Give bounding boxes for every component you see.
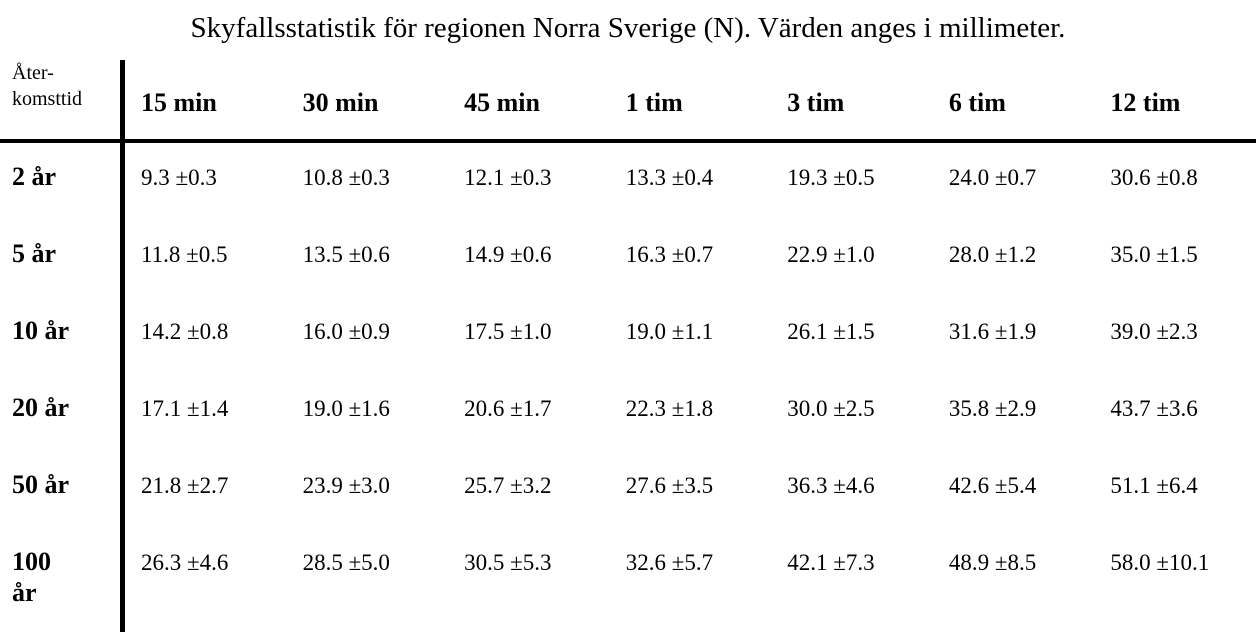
row-label-10ar: 10 år <box>0 297 125 374</box>
data-cell: 31.6 ±1.9 <box>948 319 1037 344</box>
data-cell: 39.0 ±2.3 <box>1110 319 1198 344</box>
data-cell: 13.3 ±0.4 <box>625 165 714 190</box>
data-cell: 28.0 ±1.2 <box>948 242 1037 267</box>
row-label-text: 20 år <box>12 393 70 422</box>
data-cell: 25.7 ±3.2 <box>464 473 552 498</box>
data-cell: 30.5 ±5.3 <box>464 550 552 575</box>
data-cell: 32.6 ±5.7 <box>625 550 714 575</box>
corner-header-line1: Åter- <box>12 62 54 84</box>
data-cell: 30.0 ±2.5 <box>787 396 875 421</box>
data-cell: 12.1 ±0.3 <box>464 165 552 190</box>
statistics-table: Åter- komsttid 15 min 30 min 45 min 1 ti… <box>0 58 1256 607</box>
data-cell: 36.3 ±4.6 <box>787 473 875 498</box>
data-cell: 42.6 ±5.4 <box>948 473 1037 498</box>
data-cell: 19.3 ±0.5 <box>787 165 875 190</box>
row-label-20ar: 20 år <box>0 374 125 451</box>
data-cell: 17.1 ±1.4 <box>141 396 229 421</box>
data-cell: 20.6 ±1.7 <box>464 396 552 421</box>
data-cell: 51.1 ±6.4 <box>1110 473 1198 498</box>
row-label-text: 100 år <box>12 547 51 607</box>
corner-header-aterkomsttid: Åter- komsttid <box>0 58 125 143</box>
data-cell: 16.0 ±0.9 <box>302 319 390 344</box>
data-cell: 14.2 ±0.8 <box>141 319 229 344</box>
row-label-text: 5 år <box>12 239 57 268</box>
row-label-text: 50 år <box>12 470 70 499</box>
header-divider-rule <box>0 139 1256 143</box>
row-label-100ar: 100 år <box>0 528 125 607</box>
column-header-15min: 15 min <box>141 88 217 117</box>
data-cell: 28.5 ±5.0 <box>302 550 390 575</box>
column-header-30min: 30 min <box>302 88 379 117</box>
data-cell: 21.8 ±2.7 <box>141 473 229 498</box>
data-cell: 43.7 ±3.6 <box>1110 396 1198 421</box>
data-cell: 14.9 ±0.6 <box>464 242 552 267</box>
data-cell: 16.3 ±0.7 <box>625 242 714 267</box>
data-cell: 30.6 ±0.8 <box>1110 165 1198 190</box>
row-label-50ar: 50 år <box>0 451 125 528</box>
data-cell: 26.1 ±1.5 <box>787 319 875 344</box>
data-cell: 22.3 ±1.8 <box>625 396 714 421</box>
data-cell: 35.8 ±2.9 <box>948 396 1037 421</box>
data-cell: 24.0 ±0.7 <box>948 165 1037 190</box>
data-cell: 48.9 ±8.5 <box>948 550 1037 575</box>
column-header-12tim: 12 tim <box>1110 88 1181 117</box>
data-cell: 19.0 ±1.1 <box>625 319 714 344</box>
column-header-6tim: 6 tim <box>948 88 1006 117</box>
corner-header-line2: komsttid <box>12 88 83 110</box>
data-cell: 42.1 ±7.3 <box>787 550 875 575</box>
data-cell: 22.9 ±1.0 <box>787 242 875 267</box>
data-cell: 19.0 ±1.6 <box>302 396 390 421</box>
row-label-text: 2 år <box>12 162 57 191</box>
page-title: Skyfallsstatistik för regionen Norra Sve… <box>190 12 1066 44</box>
row-label-text: 10 år <box>12 316 70 345</box>
data-cell: 13.5 ±0.6 <box>302 242 390 267</box>
vertical-rule <box>120 60 125 632</box>
data-cell: 10.8 ±0.3 <box>302 165 390 190</box>
data-cell: 35.0 ±1.5 <box>1110 242 1198 267</box>
data-cell: 58.0 ±10.1 <box>1110 550 1210 575</box>
data-cell: 17.5 ±1.0 <box>464 319 552 344</box>
data-cell: 9.3 ±0.3 <box>141 165 217 190</box>
data-cell: 27.6 ±3.5 <box>625 473 714 498</box>
column-header-45min: 45 min <box>464 88 540 117</box>
row-label-2ar: 2 år <box>0 143 125 220</box>
row-label-5ar: 5 år <box>0 220 125 297</box>
data-cell: 26.3 ±4.6 <box>141 550 229 575</box>
data-cell: 23.9 ±3.0 <box>302 473 390 498</box>
data-cell: 11.8 ±0.5 <box>141 242 228 267</box>
column-header-1tim: 1 tim <box>625 88 683 117</box>
column-header-3tim: 3 tim <box>787 88 845 117</box>
